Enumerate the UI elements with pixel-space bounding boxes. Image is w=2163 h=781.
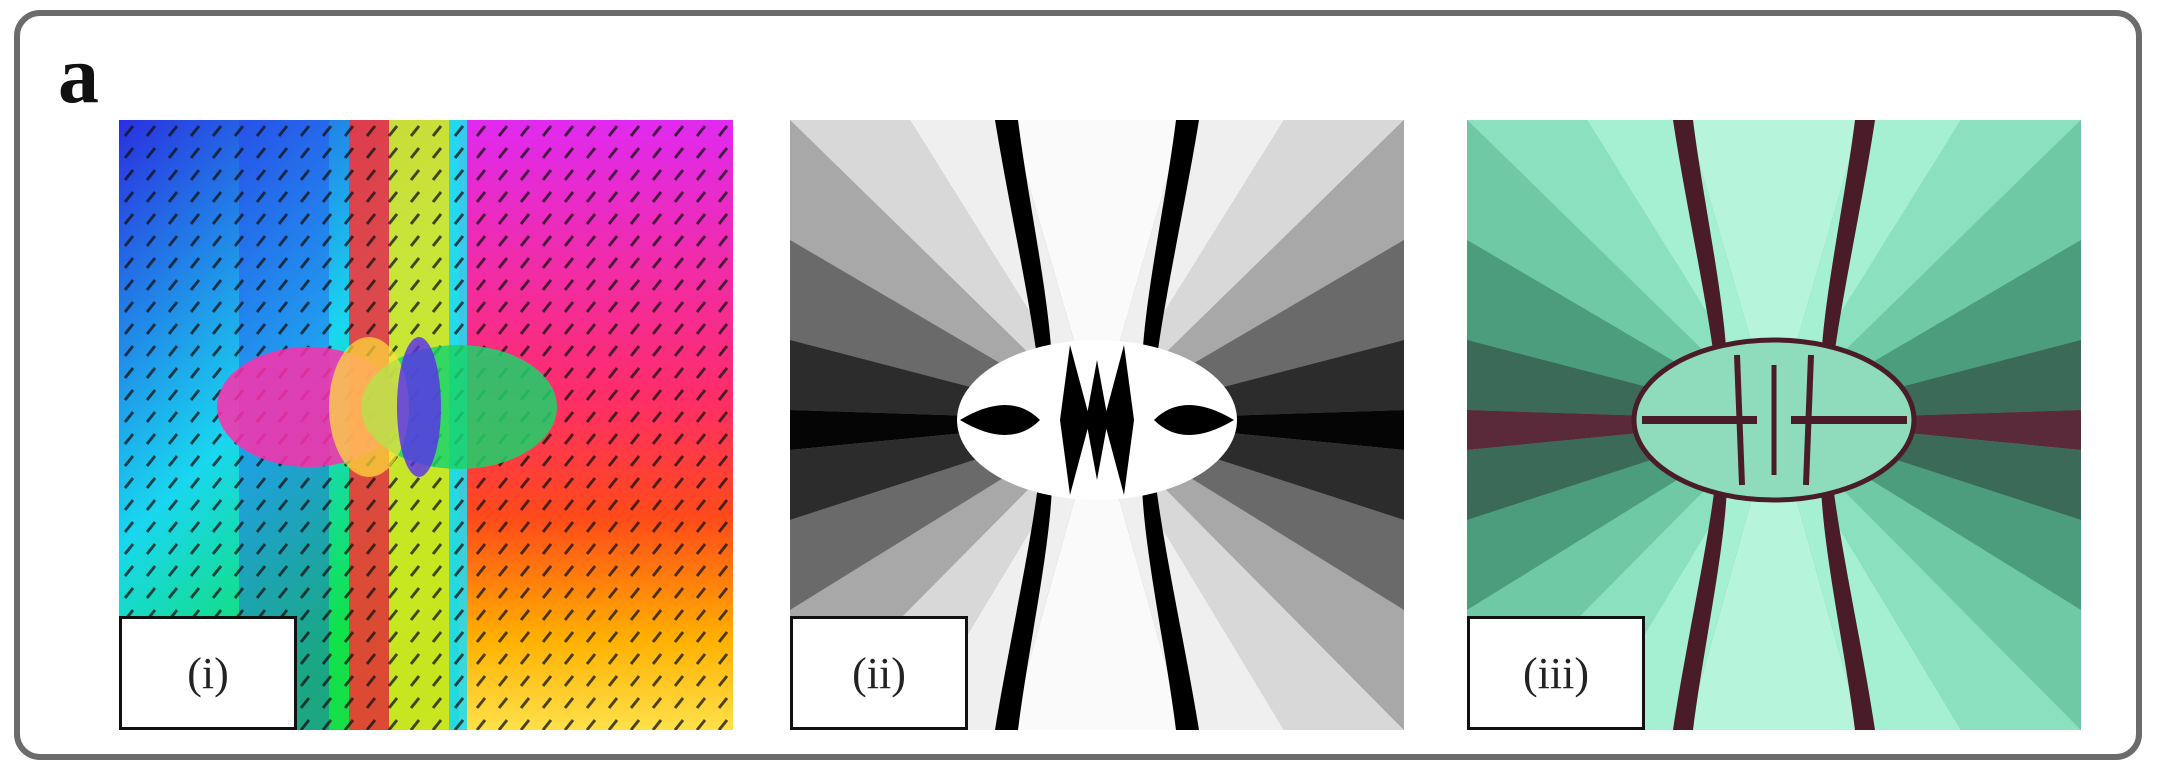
subpanel-label-ii: (ii) xyxy=(790,616,968,730)
subpanel-label-iii: (iii) xyxy=(1467,616,1645,730)
subpanel-i: (i) xyxy=(119,120,733,730)
experimental-texture-image xyxy=(1467,120,2081,730)
subpanel-label-i: (i) xyxy=(119,616,297,730)
panel-letter: a xyxy=(58,29,99,120)
subpanel-ii: (ii) xyxy=(790,120,1404,730)
subpanel-iii: (iii) xyxy=(1467,120,2081,730)
grayscale-texture-image xyxy=(790,120,1404,730)
